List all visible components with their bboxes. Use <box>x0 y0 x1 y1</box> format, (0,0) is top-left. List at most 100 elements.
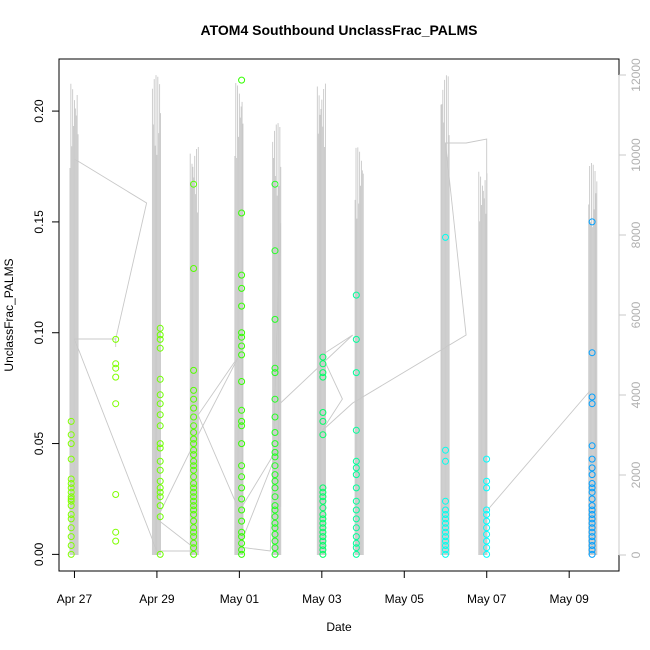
data-point <box>190 265 198 272</box>
data-point <box>271 462 279 470</box>
data-point <box>67 542 75 549</box>
data-point <box>352 471 360 479</box>
data-point <box>238 351 246 359</box>
data-point <box>319 417 327 425</box>
data-point <box>190 497 198 505</box>
data-point <box>156 400 164 408</box>
data-point <box>319 515 327 523</box>
data-point <box>190 493 198 501</box>
data-point <box>319 497 327 505</box>
data-point <box>156 466 164 474</box>
data-point <box>190 484 198 492</box>
data-point <box>588 528 596 536</box>
y2-tick-label: 8000 <box>629 221 643 248</box>
data-point <box>588 533 596 541</box>
data-point <box>483 550 491 558</box>
data-point <box>271 477 279 485</box>
data-point <box>442 506 449 514</box>
data-point <box>67 495 75 503</box>
data-point <box>442 528 449 536</box>
data-point <box>271 544 279 552</box>
data-point <box>190 446 198 454</box>
data-point <box>67 431 75 439</box>
data-point <box>156 484 164 492</box>
data-point <box>319 519 327 527</box>
data-point <box>112 400 120 408</box>
y2-tick-label: 6000 <box>629 301 643 328</box>
data-point <box>319 369 327 377</box>
data-point <box>483 524 491 532</box>
data-point <box>190 180 198 188</box>
data-point <box>238 333 246 341</box>
data-point <box>238 517 246 525</box>
data-point <box>352 524 360 532</box>
data-point <box>156 324 164 332</box>
data-point <box>352 533 360 541</box>
data-point <box>319 353 327 361</box>
y-tick-label: 0.05 <box>32 432 46 456</box>
data-point <box>588 464 596 472</box>
data-point <box>190 480 198 487</box>
data-point <box>238 506 246 514</box>
data-point <box>156 440 164 448</box>
data-point <box>352 484 360 492</box>
x-axis-label: Date <box>326 620 352 634</box>
x-tick-label: May 01 <box>220 592 260 606</box>
data-point <box>271 502 279 510</box>
data-point <box>67 524 75 532</box>
data-point <box>67 515 75 523</box>
y-tick-label: 0.00 <box>32 542 46 566</box>
y-axis-label: UnclassFrac_PALMS <box>2 258 16 371</box>
data-point <box>238 473 246 481</box>
data-point <box>238 546 246 554</box>
altitude-line-layer <box>69 75 598 555</box>
data-point <box>319 484 327 492</box>
data-point <box>588 511 596 518</box>
x-tick-label: Apr 29 <box>139 592 175 606</box>
data-point <box>352 291 360 299</box>
data-point <box>271 471 279 479</box>
altitude-transit-line <box>73 138 591 552</box>
data-point <box>67 455 75 463</box>
data-point <box>442 546 449 554</box>
data-point <box>190 506 198 514</box>
data-point <box>588 537 596 545</box>
data-point <box>67 493 75 501</box>
data-point <box>588 484 596 492</box>
data-point <box>319 373 327 381</box>
data-point <box>156 493 164 501</box>
data-point <box>238 302 246 310</box>
data-point <box>352 550 360 558</box>
data-point <box>319 431 327 439</box>
data-point <box>190 502 198 510</box>
data-point <box>588 488 596 496</box>
y2-tick-label: 4000 <box>629 381 643 408</box>
data-point <box>588 515 596 523</box>
data-point <box>442 457 449 465</box>
data-point <box>352 506 360 514</box>
data-point <box>156 375 164 383</box>
x-tick-label: May 09 <box>550 592 590 606</box>
data-point <box>271 440 279 448</box>
data-point <box>190 539 198 547</box>
data-point <box>67 417 75 425</box>
data-point <box>442 542 449 549</box>
data-point <box>442 533 449 541</box>
data-point <box>238 484 246 492</box>
data-point <box>190 429 198 436</box>
data-point <box>271 247 279 255</box>
data-point <box>271 493 279 501</box>
data-point <box>190 457 198 465</box>
data-point <box>442 519 449 527</box>
y2-tick-label: 12000 <box>629 58 643 92</box>
y2-tick-label: 2000 <box>629 461 643 488</box>
data-point <box>319 511 327 518</box>
data-point <box>190 440 198 448</box>
data-point <box>156 331 164 339</box>
data-point <box>588 442 596 450</box>
data-point <box>588 480 596 487</box>
data-point <box>190 550 198 558</box>
data-point <box>190 451 198 459</box>
data-point <box>271 369 279 377</box>
data-point <box>588 400 596 408</box>
